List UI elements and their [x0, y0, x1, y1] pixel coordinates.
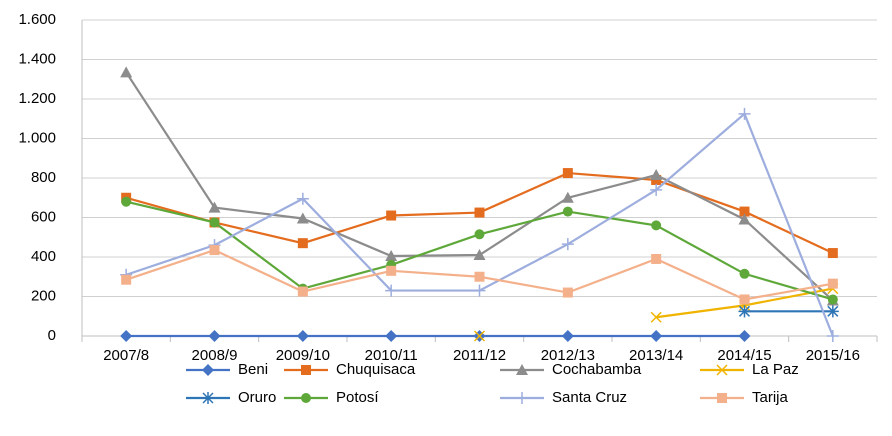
marker: [717, 393, 727, 403]
marker: [739, 268, 750, 279]
marker: [209, 217, 220, 228]
marker: [516, 392, 528, 404]
y-tick-label: 800: [31, 169, 56, 186]
marker: [208, 330, 221, 342]
marker: [385, 284, 398, 297]
legend-label: Cochabamba: [552, 361, 642, 378]
marker: [301, 365, 311, 375]
marker: [386, 210, 397, 221]
x-tick-label: 2007/8: [103, 347, 149, 364]
x-tick-label: 2009/10: [276, 347, 330, 364]
x-tick-label: 2014/15: [717, 347, 771, 364]
marker: [826, 330, 839, 342]
marker: [650, 330, 663, 342]
marker: [739, 206, 750, 217]
marker: [738, 107, 751, 120]
x-tick-label: 2008/9: [192, 347, 238, 364]
x-tick-label: 2010/11: [365, 347, 418, 364]
marker: [120, 66, 133, 78]
marker: [301, 393, 311, 403]
x-tick-label: 2011/12: [453, 347, 506, 364]
y-tick-label: 600: [31, 208, 56, 225]
marker: [716, 364, 728, 376]
y-tick-label: 1.600: [18, 11, 56, 28]
y-tick-label: 400: [31, 248, 56, 265]
legend-label: Chuquisaca: [336, 361, 416, 378]
marker: [826, 305, 839, 318]
marker: [202, 364, 214, 376]
marker: [297, 238, 308, 249]
marker: [474, 271, 485, 282]
series-line: [125, 71, 834, 302]
marker: [297, 286, 308, 297]
marker: [738, 213, 751, 225]
marker: [738, 330, 751, 342]
marker: [651, 253, 662, 264]
marker: [562, 206, 573, 217]
legend-label: La Paz: [752, 361, 799, 378]
marker: [739, 294, 750, 305]
marker: [120, 330, 133, 342]
series-line: [125, 111, 834, 337]
marker: [561, 238, 574, 251]
marker: [473, 249, 486, 261]
marker: [385, 250, 398, 262]
marker: [121, 196, 132, 207]
legend-label: Santa Cruz: [552, 389, 627, 406]
marker: [827, 248, 838, 259]
x-tick-label: 2012/13: [541, 347, 595, 364]
x-tick-label: 2015/16: [806, 347, 860, 364]
marker: [650, 311, 662, 323]
y-tick-label: 200: [31, 287, 56, 304]
marker: [202, 392, 214, 404]
marker: [473, 330, 486, 342]
marker: [650, 169, 663, 181]
marker: [516, 364, 528, 375]
x-tick-label: 2013/14: [629, 347, 683, 364]
y-tick-label: 1.000: [18, 129, 56, 146]
marker: [738, 305, 751, 318]
legend-label: Tarija: [752, 389, 789, 406]
legend-label: Potosí: [336, 389, 379, 406]
y-tick-label: 1.200: [18, 90, 56, 107]
marker: [827, 278, 838, 289]
marker: [562, 287, 573, 298]
y-tick-label: 1.400: [18, 50, 56, 67]
marker: [562, 168, 573, 179]
marker: [827, 294, 838, 305]
marker: [386, 265, 397, 276]
y-tick-label: 0: [48, 327, 56, 344]
marker: [473, 284, 486, 297]
marker: [296, 330, 309, 342]
marker: [650, 183, 663, 196]
marker: [651, 220, 662, 231]
marker: [296, 212, 309, 224]
marker: [208, 201, 221, 213]
marker: [561, 330, 574, 342]
marker: [121, 274, 132, 285]
marker: [474, 229, 485, 240]
marker: [474, 207, 485, 218]
legend-label: Oruro: [238, 389, 276, 406]
marker: [209, 245, 220, 256]
marker: [296, 192, 309, 205]
marker: [385, 330, 398, 342]
marker: [561, 191, 574, 203]
legend-label: Beni: [238, 361, 268, 378]
